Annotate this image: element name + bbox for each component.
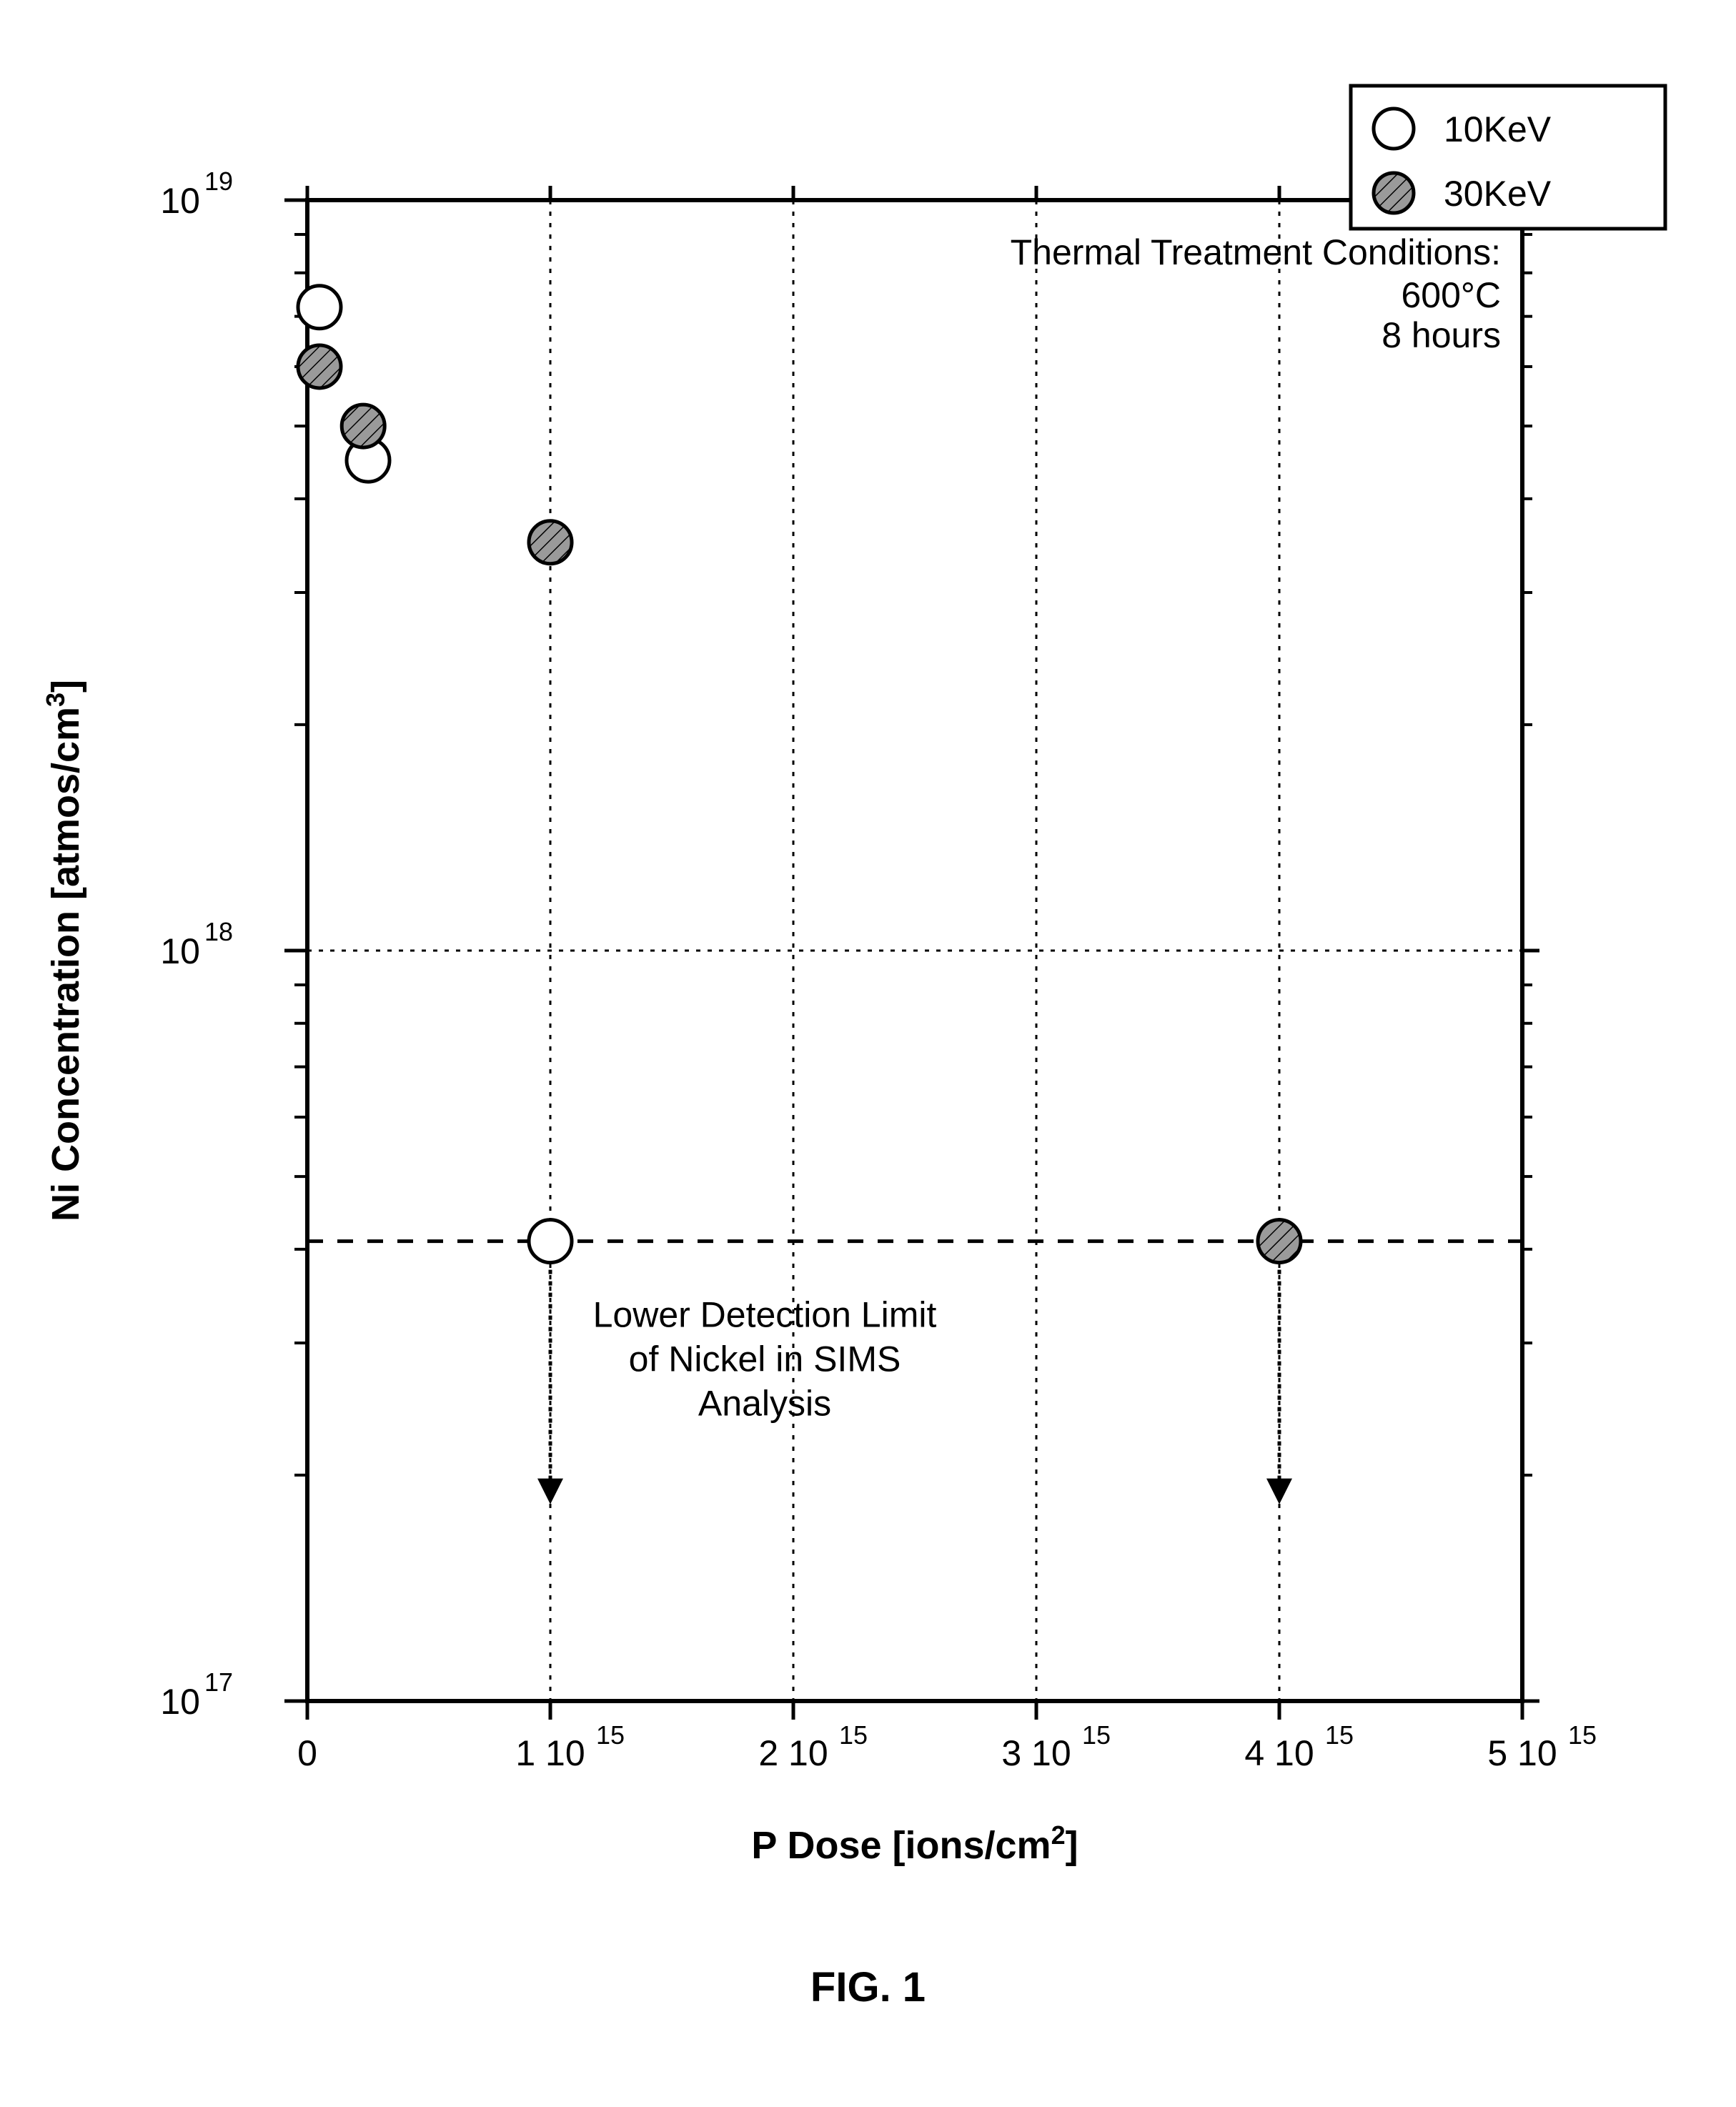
annotation-thermal-title: Thermal Treatment Conditions: [1011,232,1501,272]
detection-limit-label: of Nickel in SIMS [629,1339,901,1379]
detection-limit-label: Analysis [698,1384,831,1424]
legend-marker-hatched [1374,173,1414,213]
y-tick-mantissa: 10 [160,931,200,971]
x-tick-exp: 15 [596,1720,625,1750]
data-point-open [298,286,341,329]
x-tick-label: 3 10 [1001,1733,1071,1773]
x-tick-label: 2 10 [758,1733,828,1773]
figure-caption: FIG. 1 [810,1964,926,2011]
y-tick-exp: 17 [204,1667,233,1697]
y-tick-exp: 18 [204,917,233,946]
legend-label: 10KeV [1444,109,1552,149]
y-tick-exp: 19 [204,167,233,196]
x-tick-exp: 15 [1082,1720,1111,1750]
y-axis-title: Ni Concentration [atmos/cm3] [41,680,88,1221]
x-tick-label: 5 10 [1487,1733,1557,1773]
annotation-thermal-line: 8 hours [1382,315,1501,355]
legend-label: 30KeV [1444,174,1552,214]
x-tick-label: 1 10 [515,1733,585,1773]
data-point-hatched [342,405,385,447]
data-point-hatched [1258,1220,1301,1263]
y-tick-mantissa: 10 [160,1682,200,1722]
annotation-thermal-line: 600°C [1401,275,1501,315]
x-tick-exp: 15 [1325,1720,1354,1750]
x-axis-title: P Dose [ions/cm2] [751,1820,1078,1868]
scatter-chart: 01 10152 10153 10154 10155 1015101710181… [0,0,1736,2107]
legend-marker-open [1374,109,1414,149]
x-tick-label: 4 10 [1244,1733,1314,1773]
x-tick-exp: 15 [839,1720,868,1750]
data-point-hatched [298,345,341,388]
chart-container: { "figure": { "caption": "FIG. 1", "capt… [0,0,1736,2107]
y-tick-mantissa: 10 [160,181,200,221]
x-tick-exp: 15 [1568,1720,1597,1750]
detection-limit-label: Lower Detection Limit [593,1295,937,1335]
x-tick-label: 0 [297,1733,317,1773]
data-point-open [529,1220,572,1263]
data-point-hatched [529,521,572,564]
